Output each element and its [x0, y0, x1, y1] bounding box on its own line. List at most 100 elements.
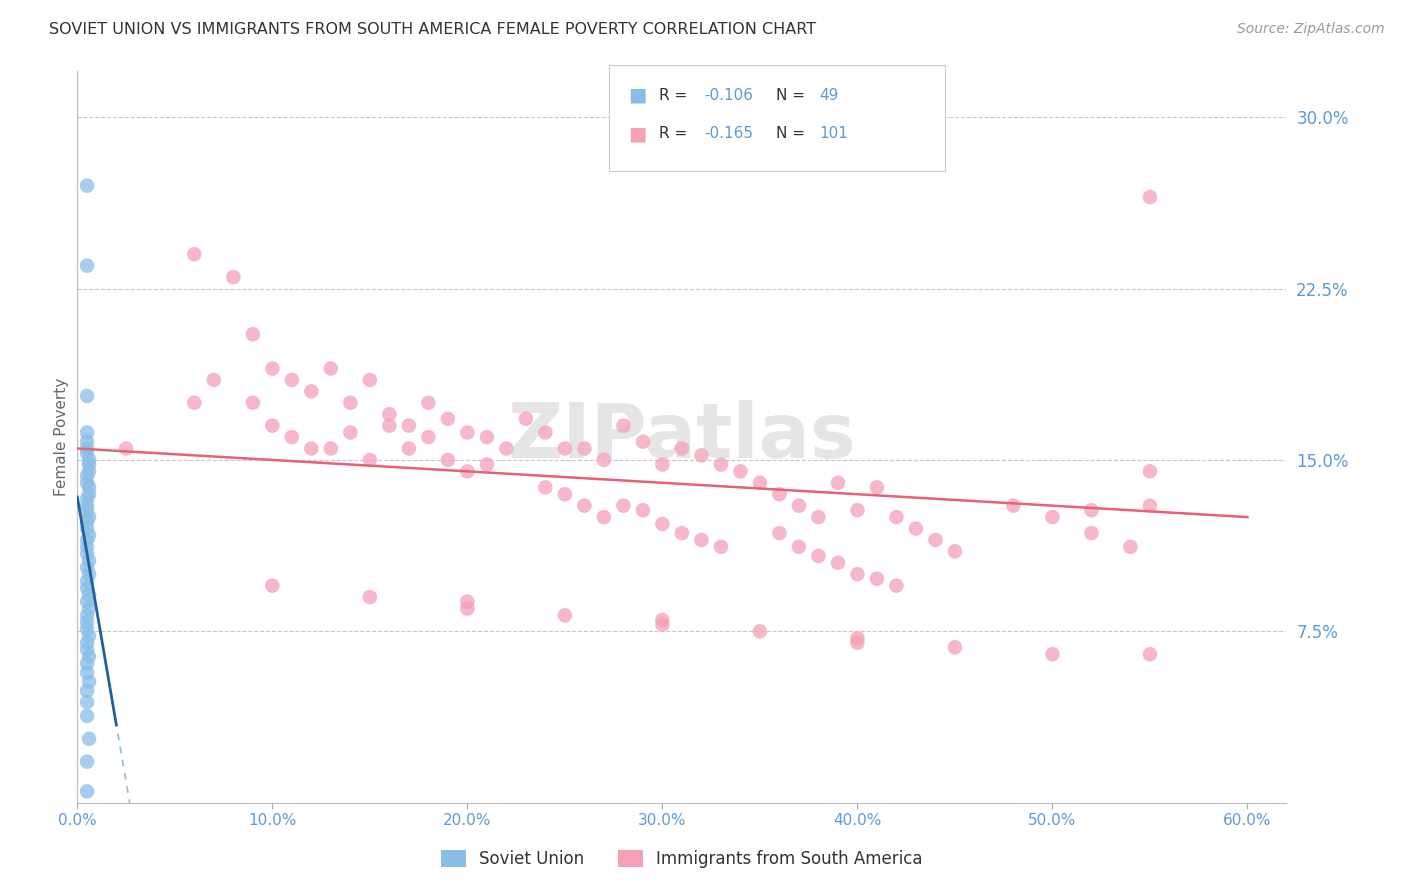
- Point: [1080, 503, 1102, 517]
- Point: [262, 418, 284, 433]
- Point: [710, 540, 733, 554]
- Y-axis label: Female Poverty: Female Poverty: [53, 378, 69, 496]
- Point: [76, 547, 98, 561]
- Point: [76, 615, 98, 630]
- Point: [631, 503, 654, 517]
- Point: [456, 425, 478, 440]
- Point: [456, 601, 478, 615]
- Point: [827, 475, 849, 490]
- Point: [593, 453, 616, 467]
- Point: [748, 475, 770, 490]
- Point: [631, 434, 654, 449]
- Point: [76, 389, 98, 403]
- Point: [77, 480, 100, 494]
- Point: [612, 499, 634, 513]
- Point: [1139, 647, 1161, 661]
- Point: [1119, 540, 1142, 554]
- Point: [1139, 190, 1161, 204]
- Point: [1080, 526, 1102, 541]
- Point: [77, 458, 100, 472]
- Point: [787, 540, 810, 554]
- Point: [846, 632, 869, 646]
- Point: [651, 613, 673, 627]
- Point: [299, 442, 322, 456]
- Point: [77, 528, 100, 542]
- Point: [76, 608, 98, 623]
- Point: [299, 384, 322, 399]
- Point: [76, 503, 98, 517]
- Point: [651, 516, 673, 531]
- Point: [651, 617, 673, 632]
- Point: [183, 396, 205, 410]
- Point: [418, 396, 440, 410]
- Text: 49: 49: [820, 88, 839, 103]
- Point: [359, 373, 381, 387]
- Point: [690, 533, 713, 547]
- Point: [319, 361, 342, 376]
- Point: [846, 567, 869, 582]
- Point: [77, 553, 100, 567]
- Point: [710, 458, 733, 472]
- Point: [359, 453, 381, 467]
- Point: [76, 595, 98, 609]
- Text: R =: R =: [659, 127, 693, 141]
- Point: [281, 430, 304, 444]
- Point: [242, 327, 264, 342]
- Point: [76, 622, 98, 636]
- Text: Source: ZipAtlas.com: Source: ZipAtlas.com: [1237, 22, 1385, 37]
- Point: [77, 629, 100, 643]
- Point: [475, 458, 498, 472]
- Point: [846, 636, 869, 650]
- Point: [339, 396, 361, 410]
- Text: -0.106: -0.106: [704, 88, 754, 103]
- Point: [554, 487, 576, 501]
- Point: [807, 510, 830, 524]
- Text: ■: ■: [628, 86, 647, 105]
- Point: [76, 469, 98, 483]
- Point: [77, 674, 100, 689]
- Text: -0.165: -0.165: [704, 127, 754, 141]
- Point: [319, 442, 342, 456]
- Point: [77, 487, 100, 501]
- Point: [515, 412, 537, 426]
- Point: [1139, 499, 1161, 513]
- Point: [612, 418, 634, 433]
- Point: [398, 418, 420, 433]
- Point: [574, 499, 596, 513]
- Point: [77, 601, 100, 615]
- Point: [76, 642, 98, 657]
- Point: [593, 510, 616, 524]
- Text: 101: 101: [820, 127, 849, 141]
- Point: [943, 640, 966, 655]
- Point: [77, 588, 100, 602]
- Point: [651, 458, 673, 472]
- Point: [76, 683, 98, 698]
- Text: N =: N =: [776, 88, 810, 103]
- Point: [202, 373, 225, 387]
- Point: [866, 572, 889, 586]
- Point: [76, 636, 98, 650]
- Point: [730, 464, 752, 478]
- Point: [1139, 464, 1161, 478]
- Point: [115, 442, 138, 456]
- Point: [398, 442, 420, 456]
- Point: [574, 442, 596, 456]
- Point: [886, 579, 908, 593]
- Point: [76, 491, 98, 506]
- Point: [339, 425, 361, 440]
- Point: [76, 446, 98, 460]
- Point: [534, 425, 557, 440]
- Point: [77, 453, 100, 467]
- Point: [242, 396, 264, 410]
- Point: [76, 515, 98, 529]
- Point: [475, 430, 498, 444]
- Point: [76, 784, 98, 798]
- Point: [77, 567, 100, 582]
- Point: [456, 595, 478, 609]
- Point: [262, 579, 284, 593]
- Point: [76, 709, 98, 723]
- Point: [77, 731, 100, 746]
- Point: [534, 480, 557, 494]
- Point: [183, 247, 205, 261]
- Point: [76, 560, 98, 574]
